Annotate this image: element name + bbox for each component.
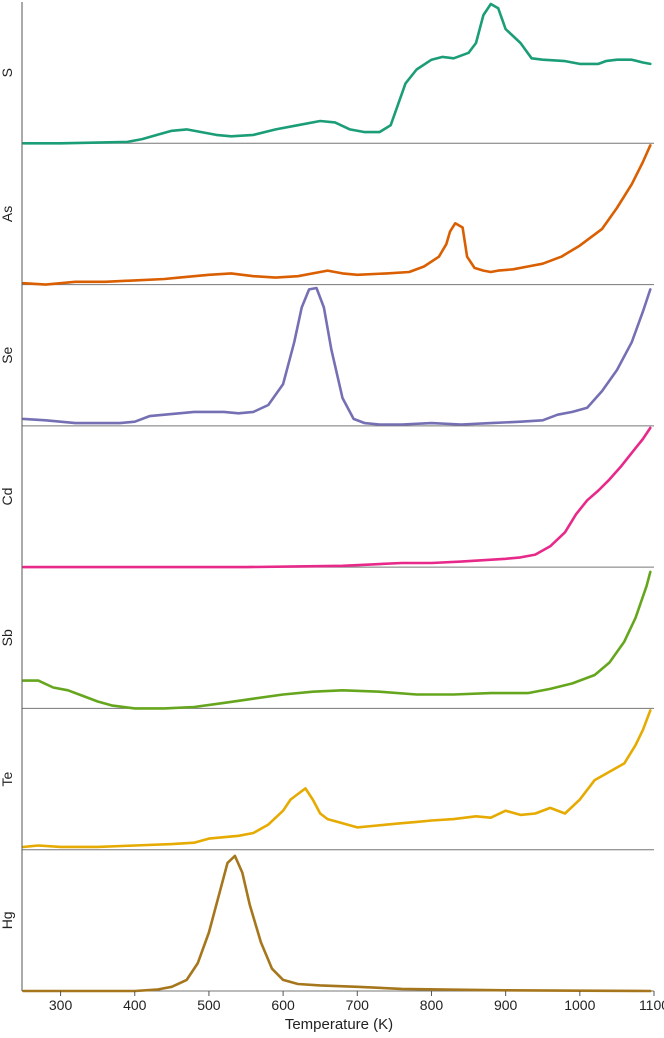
x-tick-label-700: 700 [346, 997, 370, 1013]
panel-s: S [0, 2, 654, 145]
series-label-s: S [0, 68, 15, 77]
series-line-sb [22, 570, 652, 710]
series-line-se [22, 286, 652, 426]
series-label-as: As [0, 206, 15, 222]
x-axis-label: Temperature (K) [285, 1016, 393, 1033]
panel-as: As [0, 144, 654, 286]
series-line-te [22, 709, 652, 849]
x-tick-label-300: 300 [49, 997, 73, 1013]
x-axis: 300 400 500 600 700 800 900 1000 1100 [21, 2, 664, 1013]
x-tick-label-600: 600 [271, 997, 295, 1013]
panel-te: Te [0, 709, 654, 851]
panel-hg: Hg [0, 854, 654, 993]
x-tick-label-1100: 1100 [639, 997, 664, 1013]
x-tick-label-1000: 1000 [564, 997, 595, 1013]
panels-layer: S As Se Cd Sb Te Hg [0, 2, 654, 993]
x-tick-label-500: 500 [197, 997, 221, 1013]
series-line-as [22, 144, 652, 286]
series-label-sb: Sb [0, 629, 15, 646]
series-label-se: Se [0, 346, 15, 363]
x-tick-label-400: 400 [123, 997, 147, 1013]
series-label-te: Te [0, 771, 15, 786]
series-line-cd [22, 426, 652, 569]
panel-cd: Cd [0, 426, 654, 569]
series-line-s [22, 2, 652, 145]
x-tick-label-800: 800 [420, 997, 444, 1013]
series-label-cd: Cd [0, 488, 15, 506]
series-label-hg: Hg [0, 911, 15, 929]
x-tick-label-900: 900 [494, 997, 518, 1013]
panel-sb: Sb [0, 570, 654, 710]
series-line-hg [22, 854, 652, 993]
panel-se: Se [0, 286, 654, 427]
